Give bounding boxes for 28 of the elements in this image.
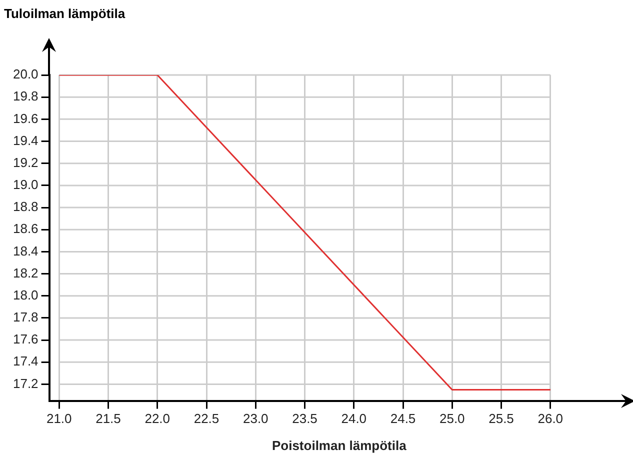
x-tick-label: 21.0	[46, 411, 72, 426]
y-tick-label: 19.0	[12, 177, 38, 192]
y-tick-label: 17.6	[12, 332, 38, 347]
x-tick-label: 23.0	[242, 411, 268, 426]
y-tick-label: 18.6	[12, 221, 38, 236]
y-axis-title: Tuloilman lämpötila	[4, 6, 126, 21]
x-tick-label: 25.0	[439, 411, 465, 426]
y-tick-label: 18.8	[12, 199, 38, 214]
y-tick-label: 19.6	[12, 110, 38, 126]
x-tick-label: 24.0	[341, 411, 367, 426]
x-axis-title: Poistoilman lämpötila	[272, 438, 408, 453]
y-tick-label: 18.4	[12, 243, 38, 258]
y-tick-label: 20.0	[12, 66, 38, 82]
x-tick-label: 22.0	[144, 411, 170, 426]
x-tick-label: 24.5	[390, 411, 416, 426]
x-tick-label: 22.5	[194, 411, 220, 426]
y-tick-label: 17.2	[12, 376, 38, 391]
x-tick-label: 25.5	[488, 411, 514, 426]
y-tick-label: 17.4	[12, 354, 38, 369]
x-tick-label: 21.5	[96, 411, 121, 426]
x-tick-label: 23.5	[292, 411, 318, 426]
y-tick-label: 18.2	[12, 265, 38, 280]
y-tick-label: 19.2	[12, 154, 38, 170]
y-tick-label: 19.8	[12, 88, 38, 104]
x-tick-label: 26.0	[538, 411, 564, 426]
y-tick-label: 17.8	[12, 310, 38, 325]
y-tick-label: 18.0	[12, 287, 38, 302]
y-tick-label: 19.4	[12, 132, 38, 148]
